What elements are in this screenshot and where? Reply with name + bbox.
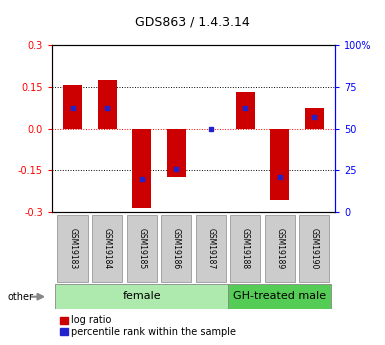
- Text: GSM19185: GSM19185: [137, 228, 146, 269]
- Text: GSM19184: GSM19184: [103, 228, 112, 269]
- Text: GSM19187: GSM19187: [206, 228, 215, 269]
- Text: GH-treated male: GH-treated male: [233, 292, 326, 301]
- Text: percentile rank within the sample: percentile rank within the sample: [71, 327, 236, 337]
- FancyBboxPatch shape: [264, 215, 295, 282]
- Text: female: female: [122, 292, 161, 301]
- Bar: [167, 128, 186, 177]
- Text: log ratio: log ratio: [71, 315, 112, 325]
- FancyBboxPatch shape: [57, 215, 88, 282]
- FancyBboxPatch shape: [161, 215, 191, 282]
- Text: GSM19190: GSM19190: [310, 228, 319, 269]
- Bar: [270, 128, 289, 200]
- Text: GDS863 / 1.4.3.14: GDS863 / 1.4.3.14: [135, 16, 250, 29]
- FancyBboxPatch shape: [196, 215, 226, 282]
- FancyBboxPatch shape: [299, 215, 330, 282]
- Text: GSM19183: GSM19183: [68, 228, 77, 269]
- Text: GSM19186: GSM19186: [172, 228, 181, 269]
- Bar: [63, 85, 82, 128]
- FancyBboxPatch shape: [55, 284, 228, 309]
- Text: other: other: [8, 292, 34, 302]
- FancyBboxPatch shape: [230, 215, 260, 282]
- FancyBboxPatch shape: [228, 284, 331, 309]
- Bar: [98, 80, 117, 128]
- Bar: [236, 92, 255, 128]
- FancyBboxPatch shape: [127, 215, 157, 282]
- Bar: [305, 108, 324, 128]
- Bar: [132, 128, 151, 208]
- Text: GSM19189: GSM19189: [275, 228, 284, 269]
- Text: GSM19188: GSM19188: [241, 228, 250, 269]
- FancyBboxPatch shape: [92, 215, 122, 282]
